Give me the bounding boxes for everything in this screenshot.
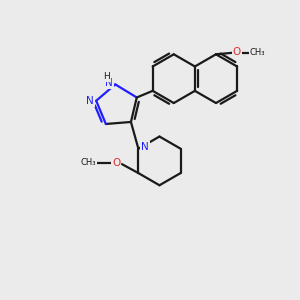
Text: N: N	[106, 78, 113, 88]
Text: O: O	[112, 158, 120, 168]
Text: O: O	[233, 47, 241, 57]
Text: N: N	[86, 96, 94, 106]
Text: CH₃: CH₃	[81, 158, 97, 167]
Text: H: H	[103, 73, 110, 82]
Text: N: N	[141, 142, 149, 152]
Text: CH₃: CH₃	[249, 48, 265, 57]
